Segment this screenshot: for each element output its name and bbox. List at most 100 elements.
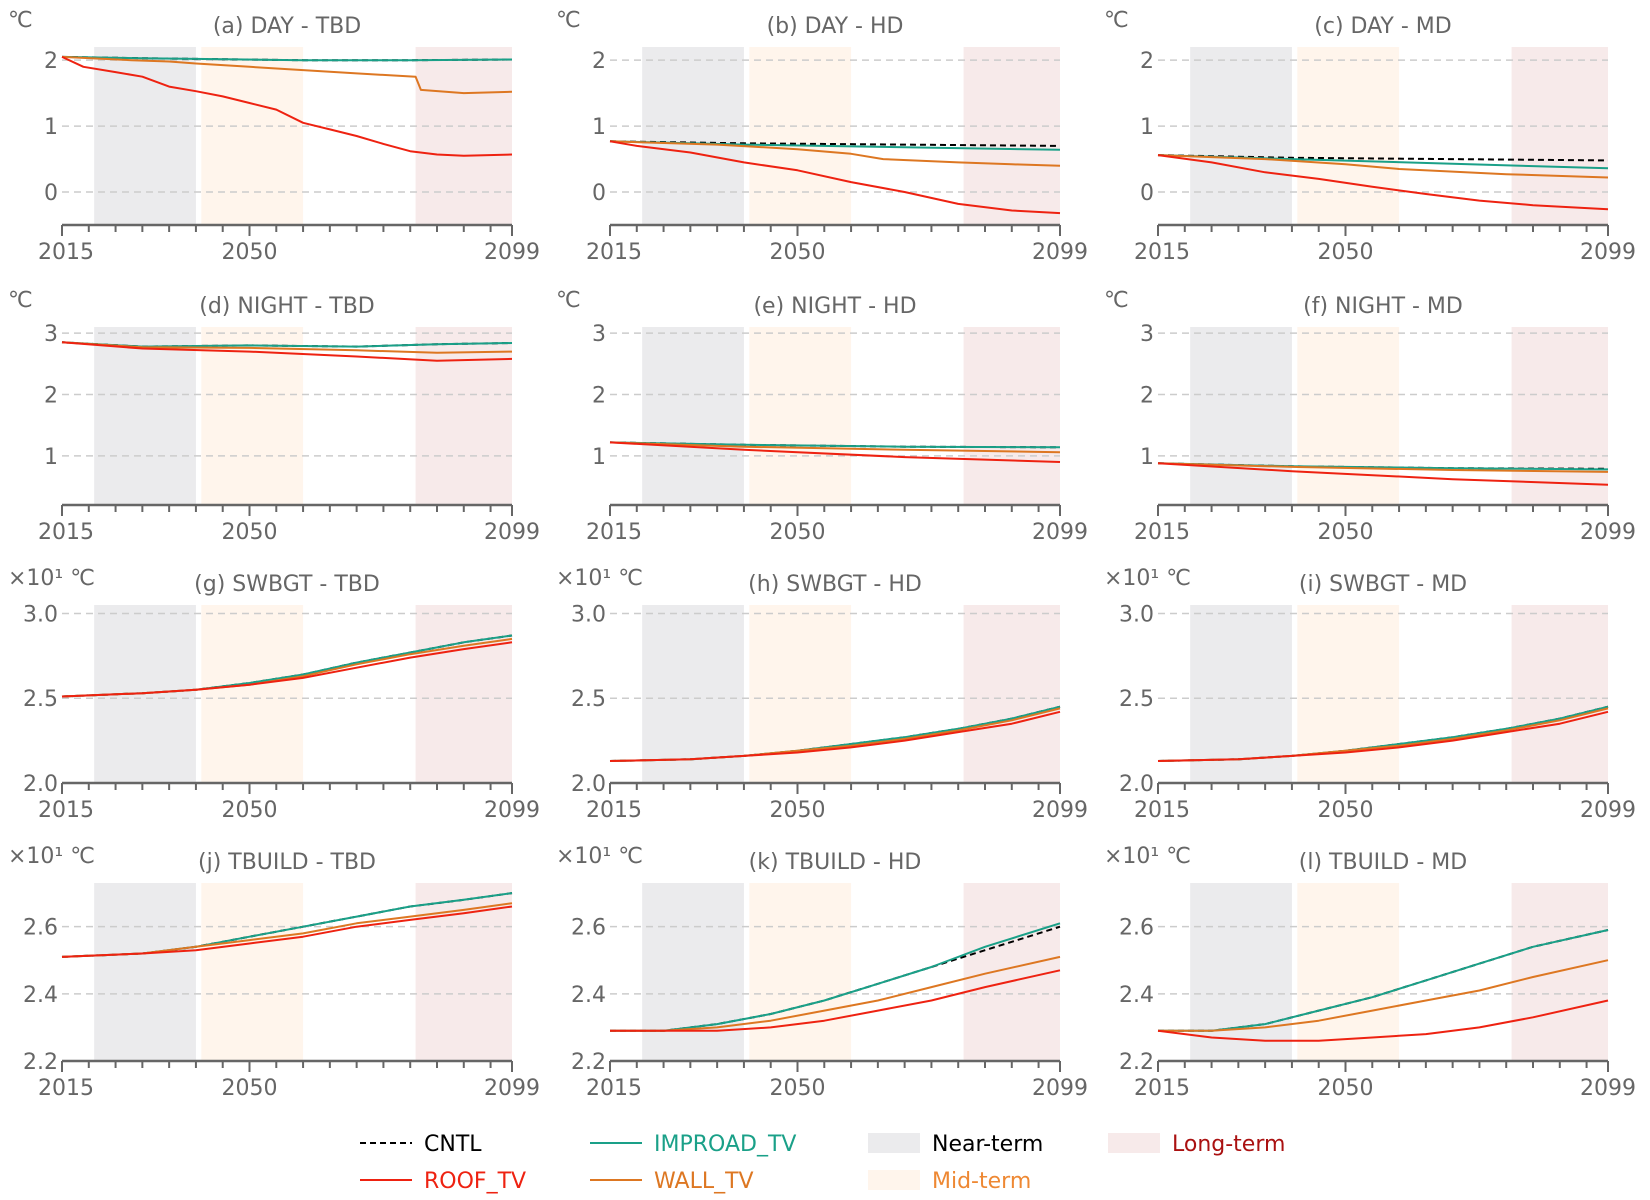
panel-i: 2.0 2.5 3.0 2015 2050 2099 ×10¹ ℃ (i) SWBGT - M… [1104, 566, 1636, 823]
period-band-near [642, 327, 744, 505]
x-tick-label: 2050 [1318, 520, 1374, 545]
panel-b: 0 1 2 2015 2050 2099 ℃ (b) DAY - HD [556, 8, 1088, 265]
x-tick-label: 2099 [484, 1076, 540, 1101]
period-band-mid [1297, 605, 1400, 783]
y-tick-label: 2 [1140, 49, 1154, 74]
y-tick-label: 0 [44, 181, 58, 206]
unit-label: ℃ [1104, 8, 1129, 33]
y-tick-label: 1 [1140, 445, 1154, 470]
legend-label: IMPROAD_TV [654, 1132, 796, 1157]
panel-c: 0 1 2 2015 2050 2099 ℃ (c) DAY - MD [1104, 8, 1636, 265]
x-tick-label: 2099 [1580, 240, 1636, 265]
panel-title: (g) SWBGT - TBD [194, 572, 380, 597]
period-band-mid [749, 605, 852, 783]
series-line-roof-tv [1157, 462, 1609, 486]
period-band-near [642, 605, 744, 783]
panel-d: 1 2 3 2015 2050 2099 ℃ (d) NIGHT - TBD [8, 288, 540, 545]
x-tick-label: 2050 [222, 798, 278, 823]
series-line-wall-tv [1158, 959, 1609, 1032]
y-tick-label: 3.0 [23, 602, 58, 627]
period-band-long [963, 883, 1060, 1061]
y-tick-label: 2.5 [23, 687, 58, 712]
series-line-wall-tv [609, 140, 1061, 167]
period-band-long [963, 605, 1060, 783]
series-line-roof-tv [609, 140, 1061, 215]
x-tick-label: 2099 [1032, 1076, 1088, 1101]
x-tick-label: 2050 [770, 240, 826, 265]
panel-title: (e) NIGHT - HD [753, 294, 916, 319]
panel-k: 2.2 2.4 2.6 2015 2050 2099 ×10¹ ℃ (k) TBUILD - … [556, 844, 1088, 1101]
x-tick-label: 2015 [586, 1076, 642, 1101]
period-band-long [415, 327, 512, 505]
series-line-wall-tv [61, 902, 513, 958]
legend-label: WALL_TV [654, 1169, 754, 1194]
series-line-improad-tv [61, 55, 513, 62]
x-tick-label: 2015 [586, 240, 642, 265]
panel-h: 2.0 2.5 3.0 2015 2050 2099 ×10¹ ℃ (h) SWBGT - H… [556, 566, 1088, 823]
series-line-roof-tv [609, 441, 1061, 463]
series-line-roof-tv [61, 341, 513, 362]
series-line-roof-tv [1157, 710, 1609, 762]
period-band-mid [749, 883, 852, 1061]
y-tick-label: 2.6 [1119, 916, 1154, 941]
series-line-wall-tv [609, 441, 1061, 454]
legend-label: ROOF_TV [424, 1169, 526, 1194]
panel-f: 1 2 3 2015 2050 2099 ℃ (f) NIGHT - MD [1104, 288, 1636, 545]
panel-title: (l) TBUILD - MD [1299, 850, 1467, 875]
period-band-near [1190, 47, 1292, 225]
x-tick-label: 2050 [770, 1076, 826, 1101]
series-line-roof-tv [610, 969, 1061, 1032]
panel-g: 2.0 2.5 3.0 2015 2050 2099 ×10¹ ℃ (g) SWBGT - T… [8, 566, 540, 823]
y-tick-label: 1 [44, 445, 58, 470]
unit-label: ℃ [8, 8, 33, 33]
y-tick-label: 0 [1140, 181, 1154, 206]
x-tick-label: 2050 [222, 240, 278, 265]
period-band-near [1190, 327, 1292, 505]
panel-l: 2.2 2.4 2.6 2015 2050 2099 ×10¹ ℃ (l) TBUILD - … [1104, 844, 1636, 1101]
y-tick-label: 0 [592, 181, 606, 206]
y-tick-label: 2.4 [23, 983, 58, 1008]
x-tick-label: 2015 [38, 240, 94, 265]
series-line-roof-tv [609, 710, 1061, 762]
y-tick-label: 1 [44, 115, 58, 140]
period-band-near [94, 327, 196, 505]
y-tick-label: 3 [592, 322, 606, 347]
legend-swatch-long [1108, 1133, 1160, 1153]
y-tick-label: 1 [1140, 115, 1154, 140]
y-tick-label: 2 [1140, 384, 1154, 409]
period-band-mid [201, 605, 304, 783]
series-line-wall-tv [1157, 462, 1609, 473]
period-band-long [1511, 327, 1608, 505]
panel-title: (c) DAY - MD [1314, 14, 1451, 39]
y-tick-label: 2 [44, 49, 58, 74]
y-tick-label: 3.0 [571, 602, 606, 627]
period-band-mid [1297, 327, 1400, 505]
x-tick-label: 2099 [484, 798, 540, 823]
period-band-mid [201, 47, 304, 225]
y-tick-label: 2.2 [1119, 1050, 1154, 1075]
x-tick-label: 2050 [1318, 1076, 1374, 1101]
x-tick-label: 2015 [1134, 1076, 1190, 1101]
y-tick-label: 2.6 [23, 916, 58, 941]
unit-label: ×10¹ ℃ [8, 566, 95, 591]
period-band-near [1190, 605, 1292, 783]
x-tick-label: 2099 [484, 240, 540, 265]
series-line-improad-tv [610, 922, 1061, 1032]
unit-label: ×10¹ ℃ [1104, 844, 1191, 869]
period-band-mid [749, 47, 852, 225]
x-tick-label: 2099 [1032, 798, 1088, 823]
series-line-roof-tv [1157, 154, 1609, 211]
period-band-near [642, 883, 744, 1061]
period-band-long [1511, 47, 1608, 225]
period-band-long [415, 47, 512, 225]
x-tick-label: 2099 [484, 520, 540, 545]
series-line-roof-tv [61, 55, 513, 157]
x-tick-label: 2099 [1580, 798, 1636, 823]
panel-e: 1 2 3 2015 2050 2099 ℃ (e) NIGHT - HD [556, 288, 1088, 545]
legend-label: Long-term [1172, 1132, 1285, 1157]
series-line-wall-tv [610, 955, 1061, 1032]
legend-swatch-near [868, 1133, 920, 1153]
y-tick-label: 3.0 [1119, 602, 1154, 627]
period-band-long [1511, 605, 1608, 783]
x-tick-label: 2015 [38, 1076, 94, 1101]
